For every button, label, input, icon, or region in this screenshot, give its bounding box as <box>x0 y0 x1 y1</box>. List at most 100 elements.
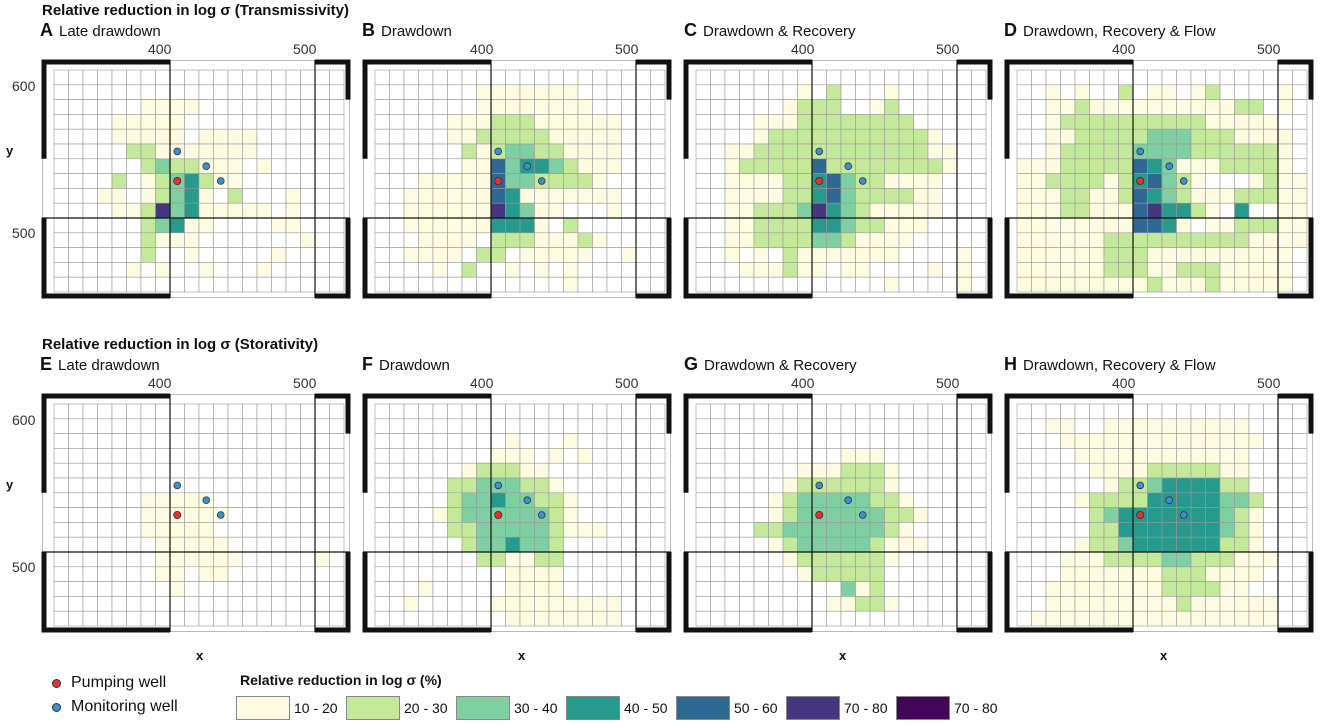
grid-cell <box>1219 128 1235 145</box>
grid-cell <box>505 173 521 189</box>
grid-cell <box>1089 581 1105 597</box>
grid-cell <box>606 581 622 597</box>
grid-cell <box>635 276 651 293</box>
grid-cell <box>898 433 914 449</box>
grid-cell <box>913 99 929 115</box>
grid-cell <box>1074 84 1090 100</box>
grid-cell <box>418 536 434 553</box>
grid-cell <box>198 262 214 278</box>
grid-cell <box>710 418 726 434</box>
grid-cell <box>840 507 856 523</box>
grid-cell <box>753 581 769 597</box>
monitoring-well-marker <box>815 481 824 490</box>
grid-cell <box>1147 566 1163 582</box>
grid-cell <box>1205 403 1221 420</box>
grid-cell <box>1132 448 1148 464</box>
grid-cell <box>811 84 827 100</box>
grid-cell <box>242 536 258 553</box>
grid-cell <box>650 188 666 204</box>
grid-cell <box>1132 433 1148 449</box>
grid-cell <box>1190 566 1206 582</box>
grid-cell <box>1016 99 1032 115</box>
grid-cell <box>82 581 98 597</box>
legend-swatch <box>236 696 290 720</box>
grid-cell <box>650 403 666 420</box>
corner-border <box>636 218 672 299</box>
grid-cell <box>635 114 651 130</box>
grid-cell <box>53 217 69 234</box>
grid-cell <box>82 448 98 464</box>
grid-cell <box>855 581 871 597</box>
grid-cell <box>548 247 564 263</box>
grid-cell <box>1219 247 1235 263</box>
grid-cell <box>724 403 740 420</box>
grid-cell <box>724 128 740 145</box>
grid-cell <box>476 492 492 508</box>
grid-cell <box>534 128 550 145</box>
grid-cell <box>913 173 929 189</box>
grid-cell <box>650 596 666 612</box>
grid-cell <box>447 551 463 568</box>
grid-cell <box>548 217 564 234</box>
grid-cell <box>898 217 914 234</box>
grid-cell <box>300 188 316 204</box>
grid-cell <box>155 188 171 204</box>
grid-cell <box>447 492 463 508</box>
grid-cell <box>1176 477 1192 494</box>
grid-cell <box>1132 128 1148 145</box>
grid-cell <box>913 536 929 553</box>
legend-swatch <box>566 696 620 720</box>
grid-cell <box>913 596 929 612</box>
grid-cell <box>490 581 506 597</box>
grid-cell <box>447 128 463 145</box>
grid-cell <box>461 173 477 189</box>
grid-cell <box>1118 551 1134 568</box>
grid-cell <box>155 566 171 582</box>
grid-cell <box>314 492 330 508</box>
grid-cell <box>490 128 506 145</box>
grid-cell <box>184 232 200 248</box>
grid-cell <box>432 418 448 434</box>
monitoring-well-marker <box>1136 147 1145 156</box>
grid-cell <box>155 173 171 189</box>
grid-cell <box>635 566 651 582</box>
grid-cell <box>1132 610 1148 627</box>
grid-cell <box>111 536 127 553</box>
grid-cell <box>621 247 637 263</box>
grid-cell <box>650 492 666 508</box>
grid-cell <box>927 581 943 597</box>
grid-cell <box>519 114 535 130</box>
grid-cell <box>1045 262 1061 278</box>
grid-cell <box>1292 99 1308 115</box>
grid-cell <box>1060 551 1076 568</box>
grid-cell <box>227 69 243 86</box>
grid-cell <box>329 492 345 508</box>
grid-cell <box>1205 128 1221 145</box>
grid-cell <box>1161 462 1177 479</box>
grid-cell <box>53 418 69 434</box>
grid-cell <box>1016 173 1032 189</box>
grid-cell <box>782 596 798 612</box>
grid-cell <box>97 566 113 582</box>
grid-cell <box>461 276 477 293</box>
grid-cell <box>1263 507 1279 523</box>
grid-cell <box>869 507 885 523</box>
grid-cell <box>461 596 477 612</box>
grid-cell <box>111 477 127 494</box>
grid-cell <box>97 114 113 130</box>
grid-cell <box>1147 232 1163 248</box>
grid-cell <box>869 522 885 538</box>
grid-cell <box>285 462 301 479</box>
grid-cell <box>606 551 622 568</box>
grid-cell <box>855 522 871 538</box>
grid-cell <box>840 610 856 627</box>
grid-cell <box>519 217 535 234</box>
grid-cell <box>898 99 914 115</box>
grid-cell <box>1190 477 1206 494</box>
grid-cell <box>739 462 755 479</box>
monitoring-well-marker <box>523 162 532 170</box>
grid-cell <box>739 188 755 204</box>
grid-cell <box>942 217 958 234</box>
grid-cell <box>869 448 885 464</box>
grid-cell <box>913 158 929 174</box>
